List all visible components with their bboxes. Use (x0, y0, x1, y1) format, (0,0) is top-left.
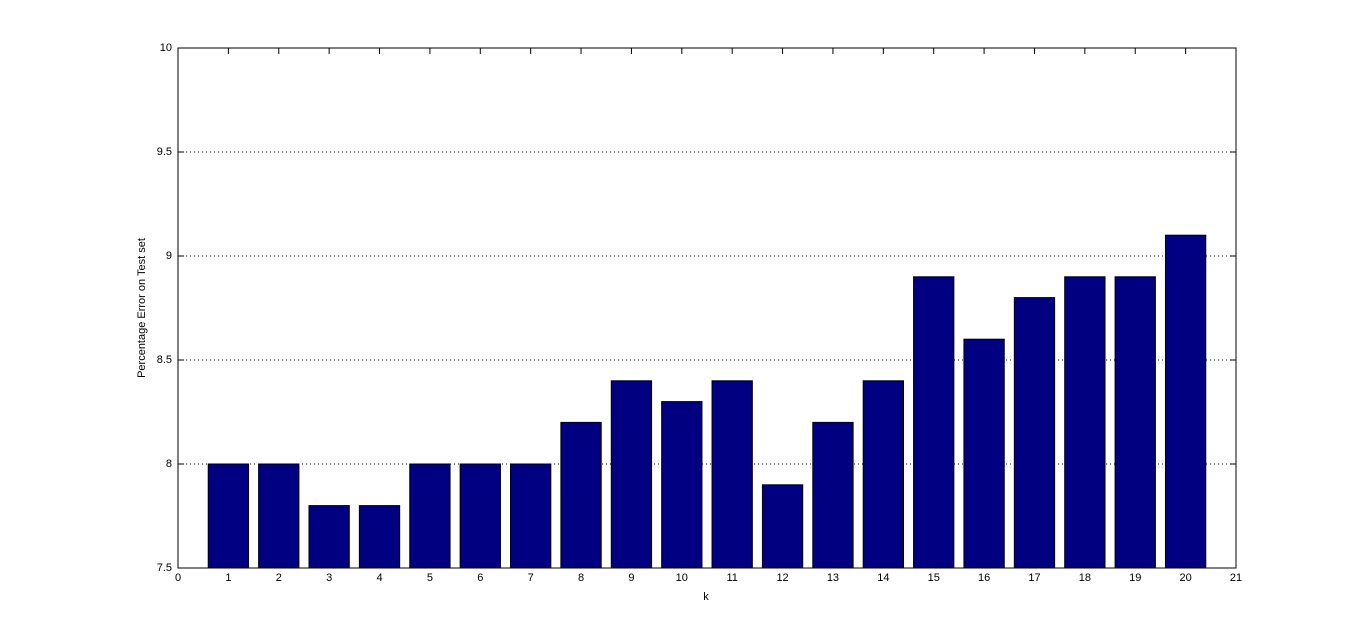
bar (610, 380, 653, 569)
bar (1013, 297, 1056, 569)
bar (913, 276, 955, 569)
bar (963, 338, 1005, 569)
x-tick-label: 20 (1179, 572, 1191, 584)
bar (1164, 234, 1207, 569)
plot-frame (177, 47, 1237, 569)
x-axis-label: k (703, 591, 709, 603)
x-tick-label: 0 (175, 572, 181, 584)
x-tick-label: 7 (528, 572, 534, 584)
x-tick-label: 15 (928, 572, 940, 584)
bar (761, 484, 804, 569)
y-tick-label: 8 (166, 458, 172, 470)
x-tick-label: 14 (877, 572, 889, 584)
x-tick-label: 16 (978, 572, 990, 584)
bar (358, 505, 401, 569)
x-tick-label: 17 (1028, 572, 1040, 584)
x-tick-label: 4 (376, 572, 382, 584)
x-tick-label: 2 (276, 572, 282, 584)
y-tick-label: 9 (166, 250, 172, 262)
bar (560, 421, 602, 569)
bar (862, 380, 904, 569)
y-tick-label: 7.5 (157, 562, 172, 574)
x-tick-label: 12 (776, 572, 788, 584)
x-tick-label: 13 (827, 572, 839, 584)
y-tick-label: 9.5 (157, 146, 172, 158)
bar (1064, 276, 1106, 569)
x-tick-label: 10 (676, 572, 688, 584)
bar (1114, 276, 1156, 569)
x-tick-label: 3 (326, 572, 332, 584)
bar (812, 421, 854, 569)
bar (459, 463, 501, 569)
x-tick-label: 8 (578, 572, 584, 584)
x-tick-label: 11 (726, 572, 737, 584)
x-tick-label: 21 (1230, 572, 1242, 584)
bar (661, 401, 703, 569)
bar (308, 505, 350, 569)
x-tick-label: 5 (427, 572, 433, 584)
y-tick-label: 10 (160, 42, 172, 54)
y-axis-label: Percentage Error on Test set (136, 238, 148, 378)
bar (207, 463, 250, 569)
x-tick-label: 19 (1129, 572, 1141, 584)
x-tick-label: 18 (1079, 572, 1091, 584)
bar (510, 463, 552, 569)
x-tick-label: 6 (477, 572, 483, 584)
bar (258, 463, 300, 569)
x-tick-label: 1 (225, 572, 231, 584)
x-tick-label: 9 (628, 572, 634, 584)
bar (409, 463, 451, 569)
bar (711, 380, 753, 569)
y-tick-label: 8.5 (157, 354, 172, 366)
